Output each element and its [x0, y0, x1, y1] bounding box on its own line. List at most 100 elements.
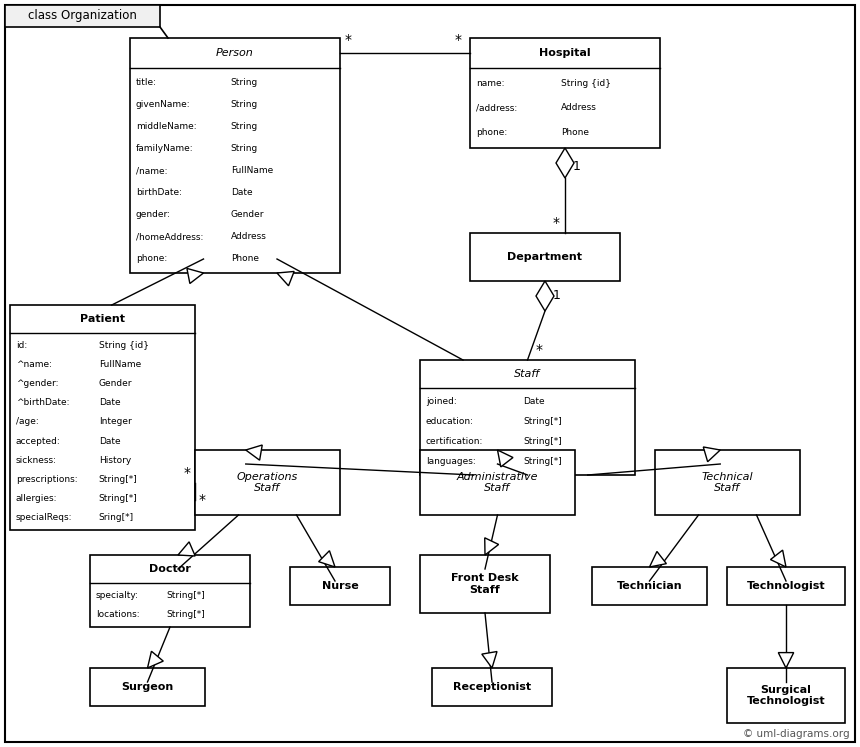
Text: ^name:: ^name: — [16, 360, 52, 369]
Polygon shape — [187, 268, 204, 284]
Text: middleName:: middleName: — [136, 122, 197, 131]
Text: specialty:: specialty: — [96, 591, 139, 600]
Text: String: String — [230, 122, 258, 131]
Text: Date: Date — [523, 397, 545, 406]
Bar — [420, 360, 635, 475]
Text: *: * — [536, 343, 543, 357]
Bar — [130, 38, 340, 273]
Polygon shape — [178, 542, 195, 556]
Text: Address: Address — [562, 104, 597, 113]
Text: Integer: Integer — [99, 418, 132, 427]
Text: allergies:: allergies: — [16, 494, 58, 503]
Text: String[*]: String[*] — [523, 457, 562, 466]
Text: Receptionist: Receptionist — [453, 682, 531, 692]
Polygon shape — [485, 538, 499, 555]
Bar — [470, 38, 660, 148]
Text: String: String — [230, 100, 258, 109]
Text: certification:: certification: — [426, 437, 483, 446]
Bar — [420, 450, 575, 515]
Text: birthDate:: birthDate: — [136, 188, 182, 197]
Text: id:: id: — [16, 341, 28, 350]
Bar — [727, 668, 845, 723]
Text: *: * — [184, 465, 191, 480]
Text: Address: Address — [230, 232, 267, 241]
Text: FullName: FullName — [230, 166, 273, 175]
Bar — [727, 567, 845, 605]
Text: specialReqs:: specialReqs: — [16, 513, 72, 522]
Text: *: * — [199, 493, 206, 507]
Text: /homeAddress:: /homeAddress: — [136, 232, 203, 241]
Text: Staff: Staff — [514, 369, 541, 379]
Text: String[*]: String[*] — [523, 437, 562, 446]
Text: String {id}: String {id} — [562, 79, 611, 88]
Text: String: String — [230, 144, 258, 153]
Text: Administrative
Staff: Administrative Staff — [457, 471, 538, 493]
Text: *: * — [345, 33, 352, 47]
Text: Nurse: Nurse — [322, 581, 359, 591]
Text: Front Desk
Staff: Front Desk Staff — [452, 573, 519, 595]
Text: languages:: languages: — [426, 457, 476, 466]
Polygon shape — [277, 271, 294, 286]
Text: *: * — [455, 33, 462, 47]
Text: History: History — [99, 456, 131, 465]
Text: givenName:: givenName: — [136, 100, 191, 109]
Polygon shape — [556, 148, 574, 178]
Bar — [290, 567, 390, 605]
Text: 1: 1 — [573, 160, 580, 173]
Polygon shape — [319, 551, 335, 567]
Text: sickness:: sickness: — [16, 456, 57, 465]
Text: joined:: joined: — [426, 397, 457, 406]
Bar — [5, 5, 160, 27]
Text: /address:: /address: — [476, 104, 517, 113]
Text: String[*]: String[*] — [99, 494, 138, 503]
Text: locations:: locations: — [96, 610, 139, 619]
Polygon shape — [148, 651, 163, 668]
Bar — [470, 233, 620, 281]
Text: String[*]: String[*] — [523, 417, 562, 426]
Polygon shape — [778, 653, 794, 668]
Bar — [592, 567, 707, 605]
Bar — [90, 668, 205, 706]
Text: Technical
Staff: Technical Staff — [702, 471, 753, 493]
Text: Sring[*]: Sring[*] — [99, 513, 134, 522]
Text: Gender: Gender — [99, 379, 132, 388]
Text: Surgeon: Surgeon — [121, 682, 174, 692]
Text: Technologist: Technologist — [746, 581, 826, 591]
Text: String[*]: String[*] — [167, 591, 206, 600]
Polygon shape — [649, 551, 666, 567]
Text: education:: education: — [426, 417, 474, 426]
Text: prescriptions:: prescriptions: — [16, 475, 77, 484]
Text: accepted:: accepted: — [16, 436, 61, 445]
Text: /name:: /name: — [136, 166, 168, 175]
Bar — [10, 305, 195, 530]
Text: familyName:: familyName: — [136, 144, 194, 153]
Text: ^birthDate:: ^birthDate: — [16, 398, 70, 407]
Text: Department: Department — [507, 252, 582, 262]
Text: Gender: Gender — [230, 210, 264, 219]
Polygon shape — [246, 445, 262, 460]
Text: Doctor: Doctor — [149, 564, 191, 574]
Text: class Organization: class Organization — [28, 10, 137, 22]
Text: String {id}: String {id} — [99, 341, 149, 350]
Text: String[*]: String[*] — [167, 610, 206, 619]
Polygon shape — [771, 550, 786, 567]
Text: Phone: Phone — [562, 128, 589, 137]
Text: gender:: gender: — [136, 210, 171, 219]
Text: Hospital: Hospital — [539, 48, 591, 58]
Text: ^gender:: ^gender: — [16, 379, 58, 388]
Bar — [655, 450, 800, 515]
Text: Person: Person — [216, 48, 254, 58]
Text: 1: 1 — [553, 289, 561, 302]
Text: title:: title: — [136, 78, 157, 87]
Text: String[*]: String[*] — [99, 475, 138, 484]
Text: Technician: Technician — [617, 581, 682, 591]
Text: FullName: FullName — [99, 360, 141, 369]
Bar — [195, 450, 340, 515]
Polygon shape — [482, 651, 497, 668]
Text: Patient: Patient — [80, 314, 125, 324]
Text: /age:: /age: — [16, 418, 39, 427]
Text: Date: Date — [99, 436, 120, 445]
Text: phone:: phone: — [136, 254, 167, 263]
Text: © uml-diagrams.org: © uml-diagrams.org — [743, 729, 850, 739]
Text: Date: Date — [99, 398, 120, 407]
